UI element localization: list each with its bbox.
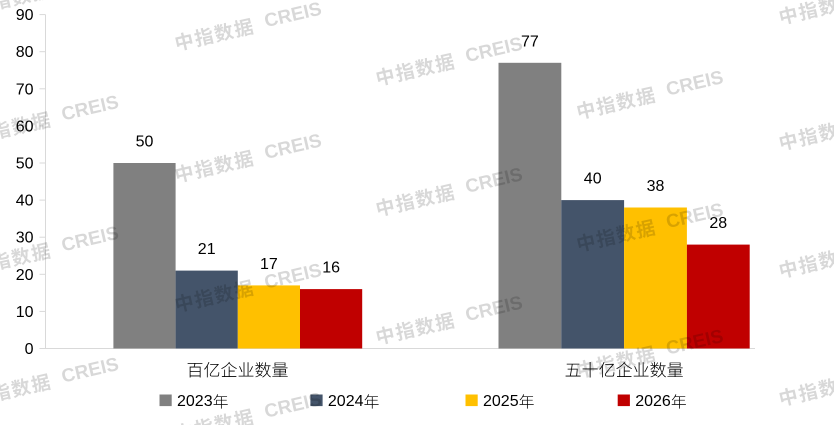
svg-text:21: 21 [198,241,216,258]
svg-text:2026: 2026 [635,393,671,410]
svg-text:17: 17 [260,256,278,273]
svg-text:0: 0 [25,341,34,358]
svg-text:70: 70 [16,81,34,98]
svg-text:16: 16 [322,260,340,277]
svg-text:50: 50 [16,156,34,173]
svg-text:80: 80 [16,44,34,61]
svg-text:77: 77 [521,33,539,50]
svg-text:38: 38 [647,178,665,195]
svg-text:2023: 2023 [177,393,213,410]
svg-text:40: 40 [16,193,34,210]
svg-text:2024: 2024 [328,393,364,410]
svg-text:20: 20 [16,267,34,284]
svg-text:30: 30 [16,230,34,247]
svg-text:50: 50 [136,134,154,151]
svg-text:10: 10 [16,304,34,321]
svg-text:2025: 2025 [483,393,519,410]
svg-text:40: 40 [584,171,602,188]
svg-text:90: 90 [16,7,34,24]
